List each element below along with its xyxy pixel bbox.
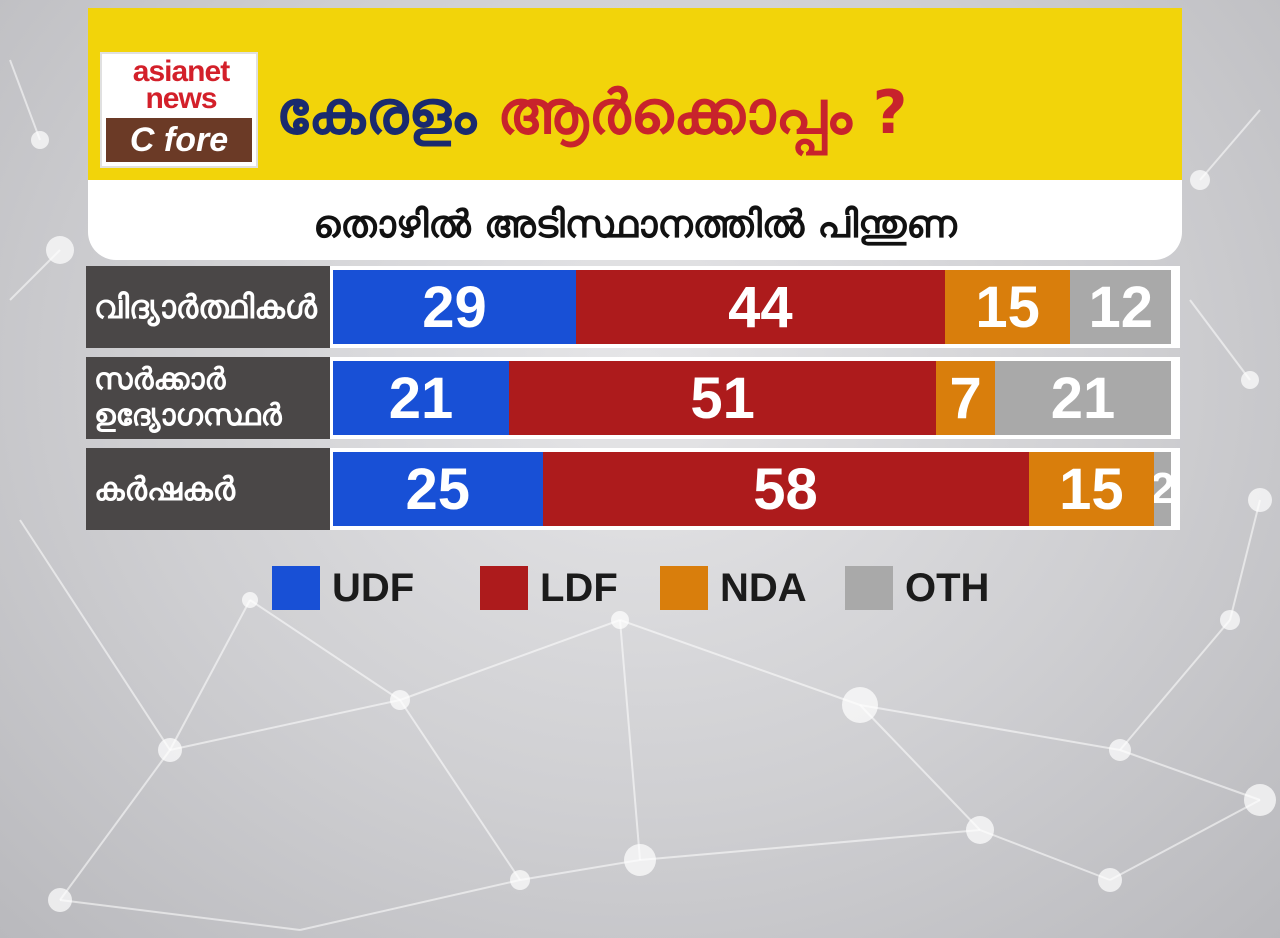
row-label: സർക്കാർ ഉദ്യോഗസ്ഥർ [86, 357, 330, 439]
logo-line-cfore: C fore [106, 118, 252, 162]
legend-swatch [480, 566, 528, 610]
logo-text: asianet news [108, 55, 254, 115]
legend-swatch [845, 566, 893, 610]
legend-label: UDF [332, 565, 415, 610]
legend-label: OTH [905, 565, 990, 610]
channel-logo: asianet news C fore [100, 52, 258, 168]
legend-item-udf: UDF [272, 566, 414, 610]
bar-segment-ldf: 44 [576, 270, 945, 344]
logo-line-news: news [145, 82, 217, 115]
legend-label: LDF [540, 565, 618, 610]
title-part-question: ആർക്കൊപ്പം ? [497, 78, 908, 148]
bar-segment-nda: 15 [1028, 452, 1155, 526]
bar-segment-oth: 12 [1070, 270, 1171, 344]
legend-label: NDA [720, 565, 807, 610]
legend-item-oth: OTH [845, 566, 989, 610]
bar-segment-udf: 25 [333, 452, 543, 526]
bar-segment-ldf: 51 [508, 361, 937, 435]
bar-segment-oth: 21 [995, 361, 1171, 435]
row-label: വിദ്യാർത്ഥികൾ [86, 266, 330, 348]
row-label-line: ഉദ്യോഗസ്ഥർ [94, 398, 282, 433]
bar-segment-udf: 21 [333, 361, 509, 435]
row-label-text: വിദ്യാർത്ഥികൾ [94, 287, 317, 327]
row-label: കർഷകർ [86, 448, 330, 530]
chart-subtitle: തൊഴിൽ അടിസ്ഥാനത്തിൽ പിന്തുണ [313, 202, 957, 246]
legend-item-ldf: LDF [480, 566, 618, 610]
bar-segment-udf: 29 [333, 270, 577, 344]
legend-swatch [272, 566, 320, 610]
legend-swatch [660, 566, 708, 610]
row-label-text: കർഷകർ [94, 469, 235, 509]
page-title: കേരളം ആർക്കൊപ്പം ? [276, 58, 907, 168]
header-card: asianet news C fore കേരളം ആർക്കൊപ്പം ? ത… [88, 8, 1182, 260]
logo-line-asianet: asianet [132, 55, 230, 88]
title-band: asianet news C fore കേരളം ആർക്കൊപ്പം ? [88, 8, 1182, 180]
bar-segment-nda: 15 [944, 270, 1071, 344]
row-label-line: സർക്കാർ [94, 362, 226, 397]
bar-segment-nda: 7 [936, 361, 996, 435]
legend-item-nda: NDA [660, 566, 807, 610]
row-label-line: കർഷകർ [94, 470, 235, 508]
row-label-line: വിദ്യാർത്ഥികൾ [94, 288, 317, 326]
bar-segment-ldf: 58 [542, 452, 1029, 526]
title-part-kerala: കേരളം [276, 78, 477, 148]
bar-segment-oth: 2 [1154, 452, 1171, 526]
row-label-text: സർക്കാർ ഉദ്യോഗസ്ഥർ [94, 362, 282, 434]
